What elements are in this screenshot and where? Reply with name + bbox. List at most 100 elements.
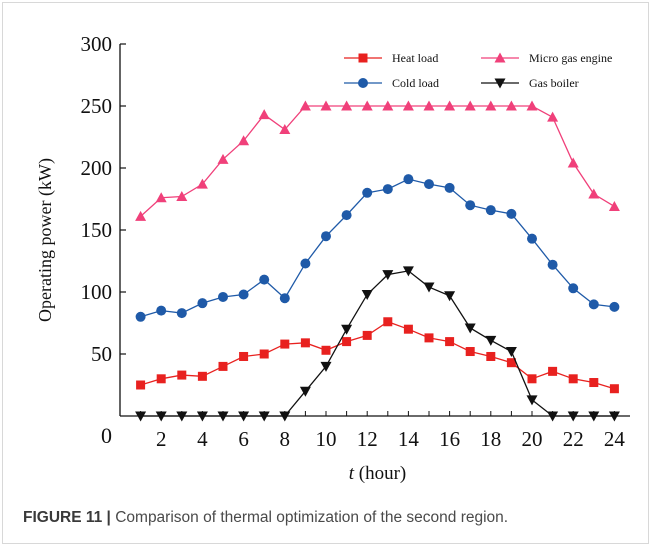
data-point [361, 289, 373, 300]
data-point [196, 411, 208, 422]
data-point [279, 411, 291, 422]
data-point [156, 305, 167, 316]
data-point [465, 200, 476, 211]
data-point [299, 100, 311, 111]
data-point [444, 182, 455, 193]
data-point [135, 210, 147, 221]
data-point [177, 370, 187, 380]
data-point [258, 109, 270, 120]
data-point [361, 100, 373, 111]
origin-label: 0 [101, 423, 112, 448]
series-line [140, 105, 615, 217]
x-ticks: 2 4 6 8 10 12 14 16 18 20 22 24 [140, 411, 626, 451]
data-point [238, 411, 250, 422]
figure-frame: 50 100 150 200 250 300 2 4 6 8 10 12 14 16 18 20 22 24 0… [2, 2, 649, 544]
legend-marker [358, 78, 368, 88]
legend-label: Micro gas engine [529, 51, 612, 65]
data-point [568, 283, 579, 294]
x-tick-label: 10 [316, 427, 337, 451]
data-point [217, 411, 229, 422]
data-point [135, 411, 147, 422]
data-point [362, 330, 372, 340]
data-point [196, 178, 208, 189]
data-point [465, 347, 475, 357]
data-point [485, 335, 497, 346]
legend-label: Cold load [392, 76, 439, 90]
data-point [567, 157, 579, 168]
data-point [403, 174, 414, 185]
data-point [320, 100, 332, 111]
data-point [341, 100, 353, 111]
data-point [382, 100, 394, 111]
data-point [589, 378, 599, 388]
figure-caption: FIGURE 11 | Comparison of thermal optimi… [23, 509, 643, 527]
series-cold-load [135, 174, 620, 322]
data-point [342, 337, 352, 347]
data-point [608, 200, 620, 211]
data-point [300, 338, 310, 348]
data-point [464, 100, 476, 111]
data-point [136, 380, 146, 390]
data-point [588, 299, 599, 310]
data-point [362, 187, 373, 198]
data-point [527, 233, 537, 244]
data-point [403, 324, 413, 334]
series-layer [135, 100, 620, 422]
figure-label: FIGURE 11 | [23, 509, 111, 526]
data-point [279, 293, 290, 304]
y-tick-label: 250 [81, 94, 113, 118]
data-point [505, 100, 517, 111]
x-tick-label: 20 [522, 427, 543, 451]
data-point [218, 361, 228, 371]
data-point [321, 231, 331, 242]
y-tick-label: 300 [81, 32, 113, 56]
data-point [320, 361, 332, 372]
y-tick-label: 100 [81, 280, 113, 304]
data-point [280, 339, 290, 349]
data-point [547, 111, 559, 122]
data-point [547, 411, 559, 422]
data-point [424, 333, 434, 343]
data-point [485, 100, 497, 111]
x-tick-label: 24 [604, 427, 626, 451]
y-tick-label: 50 [91, 342, 112, 366]
data-point [382, 270, 394, 281]
y-ticks: 50 100 150 200 250 300 [81, 32, 126, 366]
x-axis-label-unit: (hour) [354, 463, 406, 484]
data-point [445, 337, 455, 347]
data-point [423, 100, 435, 111]
data-point [526, 100, 538, 111]
data-point [341, 210, 352, 221]
data-point [486, 351, 496, 361]
series-line [140, 321, 615, 390]
data-point [548, 366, 558, 376]
data-point [156, 374, 166, 384]
data-point [444, 291, 456, 302]
x-tick-label: 22 [563, 427, 584, 451]
data-point [609, 301, 620, 312]
data-point [238, 135, 250, 146]
data-point [217, 153, 229, 164]
data-point [259, 274, 270, 285]
data-point [135, 311, 146, 322]
legend-item: Micro gas engine [481, 51, 612, 65]
legend-item: Cold load [344, 76, 439, 90]
data-point [279, 124, 291, 135]
data-point [155, 192, 167, 203]
data-point [259, 349, 269, 359]
y-tick-label: 150 [81, 218, 113, 242]
data-point [321, 345, 331, 355]
data-point [609, 384, 619, 394]
series-line [140, 178, 615, 318]
data-point [505, 347, 517, 358]
data-point [588, 411, 600, 422]
data-point [155, 411, 167, 422]
x-tick-label: 12 [357, 427, 378, 451]
data-point [588, 188, 600, 199]
x-tick-label: 18 [480, 427, 501, 451]
data-point [608, 411, 620, 422]
legend-marker [494, 52, 506, 63]
series-line [140, 270, 615, 417]
data-point [402, 266, 414, 277]
x-tick-label: 16 [439, 427, 460, 451]
